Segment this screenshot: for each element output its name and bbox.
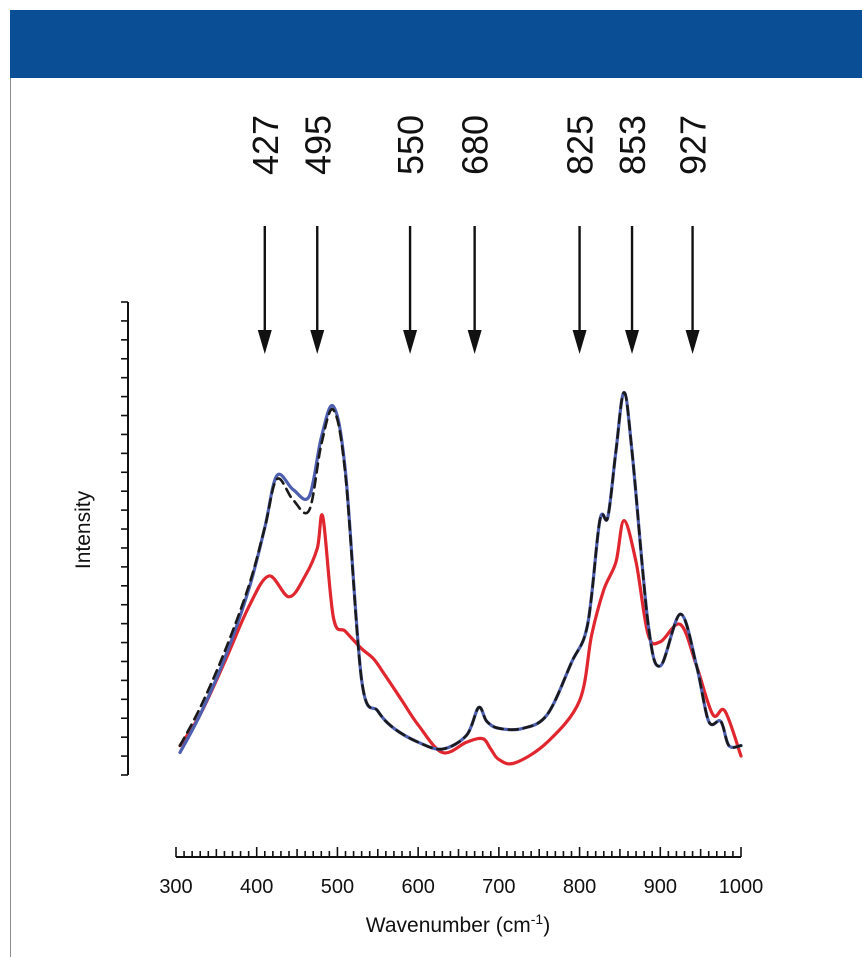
peak-arrowhead xyxy=(572,330,587,354)
peak-markers: 427 495 550 680 825 853 927 xyxy=(245,115,714,354)
peak-label: 825 xyxy=(560,115,601,175)
x-tick-label: 800 xyxy=(563,876,596,898)
peak-arrowhead xyxy=(467,330,482,354)
x-tick-label: 400 xyxy=(240,876,273,898)
peak-label: 550 xyxy=(390,115,431,175)
peak-arrowhead xyxy=(257,330,272,354)
peak-label: 853 xyxy=(612,115,653,175)
x-axis-title: Wavenumber (cm-1) xyxy=(366,911,550,937)
peak-arrowhead xyxy=(625,330,640,354)
peak-label: 495 xyxy=(297,115,338,175)
peak-label: 680 xyxy=(455,115,496,175)
x-tick-label: 600 xyxy=(401,876,434,898)
x-axis: 300 400 500 600 700 800 900 1000 xyxy=(159,847,763,898)
header-bar xyxy=(10,10,862,78)
left-border-rule xyxy=(10,78,11,957)
x-tick-label: 700 xyxy=(482,876,515,898)
x-tick-label: 300 xyxy=(159,876,192,898)
peak-label: 427 xyxy=(245,115,286,175)
series-line-2 xyxy=(178,390,743,755)
series-line-3 xyxy=(178,391,743,751)
series-line-1 xyxy=(178,513,743,766)
x-tick-label: 900 xyxy=(644,876,677,898)
y-axis-title: Intensity xyxy=(72,490,95,569)
peak-arrowhead xyxy=(685,330,700,354)
x-tick-label: 1000 xyxy=(719,876,764,898)
y-axis xyxy=(121,301,129,776)
peak-arrowhead xyxy=(403,330,418,354)
peak-arrowhead xyxy=(310,330,325,354)
series-lines xyxy=(178,390,743,766)
peak-label: 927 xyxy=(673,115,714,175)
x-tick-label: 500 xyxy=(321,876,354,898)
